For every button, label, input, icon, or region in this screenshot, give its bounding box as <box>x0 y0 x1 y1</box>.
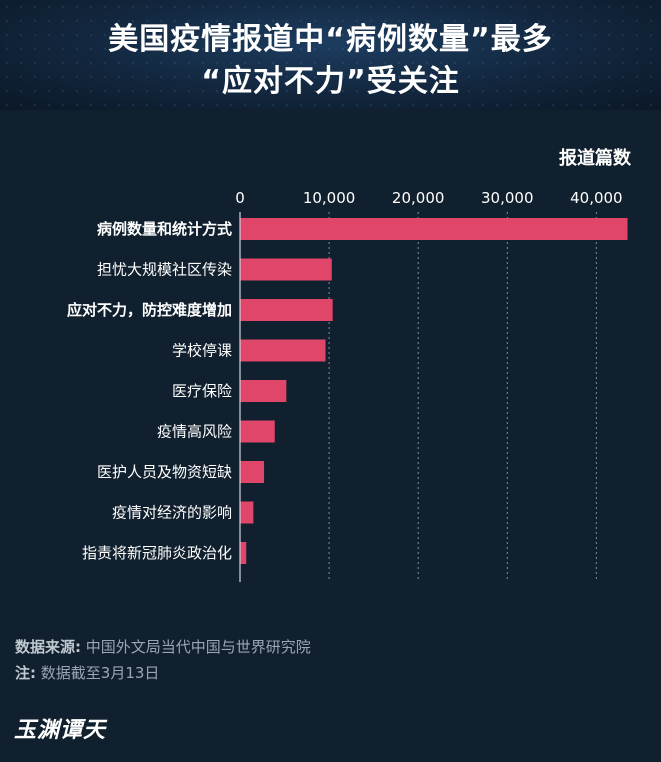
source-label: 数据来源: <box>15 638 81 656</box>
source-text: 中国外文局当代中国与世界研究院 <box>85 638 311 656</box>
bar-3 <box>240 339 326 362</box>
bar-8 <box>240 542 247 564</box>
header-pattern <box>0 0 661 110</box>
category-label: 医疗保险 <box>172 382 232 400</box>
x-tick-label: 10,000 <box>303 189 356 207</box>
bar-1 <box>240 258 332 281</box>
category-label: 疫情高风险 <box>157 423 232 441</box>
category-label: 担忧大规模社区传染 <box>97 261 232 279</box>
header-banner: 美国疫情报道中“病例数量”最多 “应对不力”受关注 <box>0 0 661 110</box>
category-label: 病例数量和统计方式 <box>97 220 232 238</box>
category-label: 应对不力，防控难度增加 <box>67 301 232 319</box>
bar-0 <box>240 218 628 240</box>
source-note: 数据来源: 中国外文局当代中国与世界研究院 <box>15 636 311 657</box>
date-note: 注: 数据截至3月13日 <box>15 662 159 683</box>
bar-7 <box>240 501 254 524</box>
x-tick-label: 20,000 <box>392 189 445 207</box>
bar-5 <box>240 420 275 443</box>
bar-2 <box>240 299 333 321</box>
x-axis-title: 报道篇数 <box>559 148 631 169</box>
category-label: 学校停课 <box>172 342 232 360</box>
bar-6 <box>240 461 265 483</box>
note-label: 注: <box>15 664 36 682</box>
category-label: 疫情对经济的影响 <box>112 504 232 522</box>
category-label: 医护人员及物资短缺 <box>97 463 232 481</box>
x-tick-label: 40,000 <box>570 189 623 207</box>
category-label: 指责将新冠肺炎政治化 <box>82 544 232 562</box>
note-text: 数据截至3月13日 <box>40 664 160 682</box>
x-tick-label: 0 <box>235 189 245 207</box>
title-line-2: “应对不力”受关注 <box>201 64 460 99</box>
x-tick-label: 30,000 <box>481 189 534 207</box>
bar-4 <box>240 380 287 402</box>
title-line-1: 美国疫情报道中“病例数量”最多 <box>108 22 553 57</box>
brand-logo: 玉渊谭天 <box>14 717 107 743</box>
